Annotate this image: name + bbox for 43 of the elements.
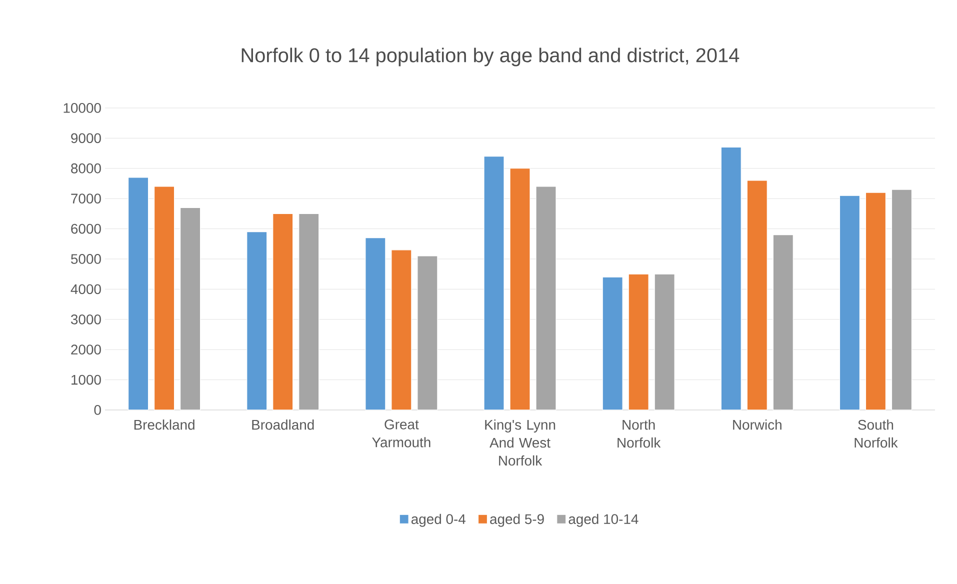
bar	[128, 177, 149, 410]
bar	[180, 207, 201, 410]
x-tick-label: Breckland	[134, 420, 194, 430]
y-tick-label: 7000	[71, 194, 101, 204]
bar	[272, 213, 294, 410]
bar	[772, 234, 794, 410]
bar	[536, 186, 556, 410]
x-tick-label: Broadland	[252, 420, 314, 430]
y-tick-label: 5000	[71, 254, 101, 264]
bar	[417, 256, 438, 410]
bar	[484, 156, 504, 410]
bar	[720, 146, 742, 410]
y-tick-label: 10000	[64, 103, 101, 113]
legend-label: aged 10-14	[568, 514, 638, 527]
y-tick-label: 1000	[72, 374, 101, 385]
x-tick-label: South Norfolk	[854, 420, 898, 448]
legend-label: aged 0-4	[411, 514, 466, 527]
y-tick-label: 6000	[71, 224, 101, 234]
y-tick-label: 4000	[70, 284, 101, 294]
x-tick-label: Norwich	[733, 420, 782, 430]
bar	[510, 168, 530, 410]
y-tick-label: 3000	[70, 314, 101, 324]
bar	[839, 195, 860, 410]
x-tick-label: North Norfolk	[618, 420, 661, 448]
bar	[654, 274, 675, 410]
chart-title: Norfolk 0 to 14 population by age band and district, 2014	[242, 48, 740, 66]
y-tick-label: 8000	[71, 163, 101, 174]
bar	[746, 180, 768, 410]
x-tick-label: King's Lynn And West Norfolk	[485, 420, 556, 466]
legend-label: aged 5-9	[490, 514, 544, 527]
bar	[602, 276, 623, 410]
bar	[865, 192, 886, 410]
y-tick-label: 0	[94, 405, 101, 415]
y-tick-label: 9000	[71, 133, 101, 144]
bar	[628, 274, 649, 410]
bar	[365, 238, 386, 410]
bar	[246, 232, 268, 410]
bar	[891, 189, 912, 410]
bar	[298, 213, 320, 410]
bar	[391, 250, 412, 410]
x-tick-label: Great Yarmouth	[372, 419, 430, 448]
y-tick-label: 2000	[71, 344, 101, 355]
bar	[154, 186, 175, 410]
